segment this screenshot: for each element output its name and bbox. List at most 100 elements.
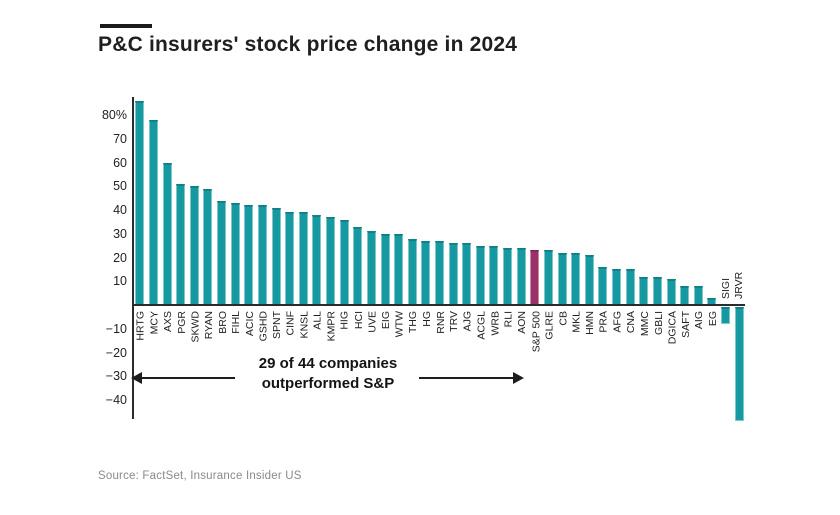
x-tick-label-gbli: GBLI [652,311,665,335]
x-tick-label-mkl: MKL [570,311,583,333]
x-tick-label-pra: PRA [597,311,610,333]
bar-bro [217,200,227,305]
x-tick-label-acic: ACIC [243,311,256,337]
x-tick-label-thg: THG [407,311,420,334]
x-tick-label-wrb: WRB [489,311,501,336]
bar-hg [421,240,431,305]
bar-fihl [230,202,240,305]
bar-trv [448,243,458,305]
bar-dgica [666,278,676,305]
x-tick-label-aon: AON [516,311,529,334]
bar-gbli [652,276,662,305]
bar-spnt [271,207,281,305]
x-tick-label-ajg: AJG [461,311,474,332]
y-tick-label: −20 [105,345,127,360]
x-tick-label-wtw: WTW [393,311,406,338]
x-tick-label-jrvr: JRVR [733,271,746,299]
y-tick-label: −10 [105,321,127,336]
x-tick-label-aig: AIG [693,311,706,330]
x-tick-label-rli: RLI [502,311,515,328]
bar-pra [598,267,608,305]
y-tick-label: −30 [105,369,127,384]
x-tick-label-kmpr: KMPR [325,311,338,342]
bar-thg [407,238,417,305]
x-tick-label-uve: UVE [366,311,379,333]
bar-ryan [203,188,213,305]
x-tick-label-spnt: SPNT [271,311,284,340]
bar-mkl [571,252,581,305]
bar-sigi [721,307,731,324]
x-tick-label-hmn: HMN [584,311,597,335]
x-tick-label-glre: GLRE [543,311,556,340]
bar-sp500 [530,250,540,305]
x-tick-label-axs: AXS [162,311,175,333]
x-tick-label-acgl: ACGL [475,311,488,340]
x-tick-label-trv: TRV [448,311,461,332]
y-tick-label: 60 [113,155,127,170]
left-arrow-line [141,377,235,379]
x-tick-label-dgica: DGICA [666,311,679,345]
bar-hrtg [135,100,145,305]
bar-skwd [189,186,199,305]
bar-knsl [298,212,308,305]
x-tick-label-knsl: KNSL [298,311,311,339]
x-tick-label-rnr: RNR [434,311,447,334]
bar-eig [380,233,390,305]
annotation-line1: 29 of 44 companies [258,355,398,372]
bar-cb [557,252,567,305]
x-tick-label-eig: EIG [380,311,393,330]
bar-afg [612,269,622,305]
x-tick-label-cinf: CINF [284,311,297,336]
x-tick-label-afg: AFG [611,311,624,333]
x-tick-label-hrtg: HRTG [134,311,147,341]
chart-title: P&C insurers' stock price change in 2024 [98,33,518,56]
bar-pgr [176,183,186,305]
x-tick-label-skwd: SKWD [189,311,202,343]
title-accent-rule [100,24,152,28]
y-tick-label: 40 [113,203,127,217]
x-tick-label-cb: CB [557,311,570,326]
bar-gshd [257,205,267,305]
x-tick-label-mmc: MMC [638,311,651,337]
x-tick-label-cna: CNA [625,311,638,334]
x-tick-label-hig: HIG [339,311,352,330]
bar-chart-plot: 80% 70 60 50 40 30 20 10 −10 −20 −30 −40 HRTG MCY AXS… [102,97,747,421]
y-tick-label: 80% [101,108,127,122]
bar-cna [625,269,635,305]
bar-uve [366,231,376,305]
y-tick-label: 70 [113,131,127,146]
bar-kmpr [326,217,336,305]
y-tick-label: 20 [113,250,127,265]
x-tick-label-bro: BRO [216,311,229,334]
x-tick-label-hg: HG [420,311,433,327]
annotation-text: 29 of 44 companies outperformed S&P [235,354,421,394]
source-note: Source: FactSet, Insurance Insider US [98,470,302,482]
x-tick-label-ryan: RYAN [202,311,215,340]
x-tick-label-eg: EG [706,311,719,327]
x-tick-label-fihl: FIHL [230,311,243,334]
right-arrow-line [419,377,514,379]
y-tick-label: −40 [105,393,127,407]
bar-aon [516,248,526,305]
left-arrowhead-icon [131,372,142,384]
bar-hmn [584,255,594,305]
bar-jrvr [734,307,744,421]
x-tick-label-all: ALL [311,311,324,330]
x-tick-label-pgr: PGR [175,311,188,334]
x-tick-label-hci: HCI [352,311,365,330]
y-axis-line [132,97,134,419]
bar-saft [680,286,690,305]
annotation-line2: outperformed S&P [261,375,395,392]
x-axis-line [132,304,745,306]
right-arrowhead-icon [513,372,524,384]
x-tick-label-saft: SAFT [679,311,692,338]
x-tick-label-mcy: MCY [148,311,161,335]
bar-acic [244,205,254,305]
bar-ajg [462,243,472,305]
bar-acgl [475,245,485,305]
y-tick-label: 10 [113,274,127,289]
y-tick-label: 30 [113,226,127,241]
x-tick-label-gshd: GSHD [257,311,270,342]
x-tick-label-sigi: SIGI [719,277,732,299]
